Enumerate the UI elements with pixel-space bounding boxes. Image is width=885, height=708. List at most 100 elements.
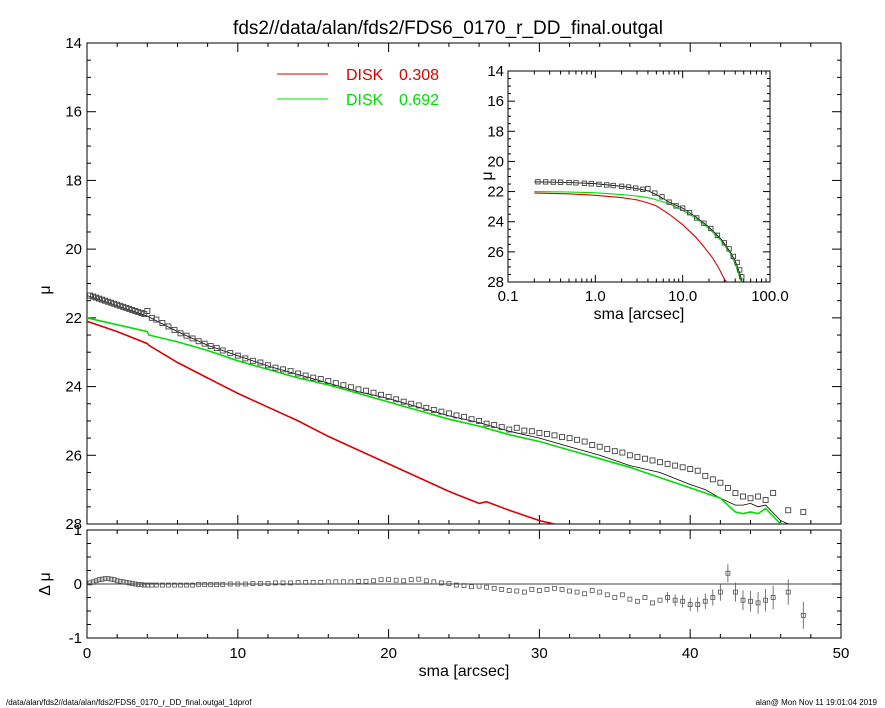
residual-point (129, 581, 135, 586)
inset-data-point (737, 267, 743, 273)
residual-point (348, 579, 354, 585)
main-plot: 14 16 18 20 22 24 26 28 μ DISK 0.308 DISK 0.692 (37, 35, 842, 533)
residual-point (612, 595, 618, 600)
inset-data-point (659, 194, 665, 200)
data-point (445, 410, 452, 417)
data-point (177, 330, 184, 337)
inset-y-tick-label: 14 (487, 63, 504, 80)
data-point (90, 293, 96, 300)
residual-point (619, 592, 625, 598)
residual-point (559, 587, 565, 592)
residual-y-axis-label: Δ μ (37, 572, 54, 595)
data-point (242, 355, 249, 362)
data-point (213, 345, 220, 352)
inset-data-point (694, 215, 700, 221)
data-point (491, 422, 498, 429)
data-point (87, 292, 93, 299)
legend-value-0: 0.308 (399, 67, 439, 84)
residual-point (93, 578, 99, 584)
inset-plot-area (534, 179, 745, 282)
inset-y-tick-label: 24 (487, 214, 504, 231)
residual-point (340, 579, 346, 585)
residual-point (172, 582, 177, 588)
residual-point (499, 587, 505, 592)
data-point (201, 340, 208, 347)
data-point (543, 431, 550, 437)
data-point (596, 443, 603, 450)
data-point (132, 308, 139, 314)
data-point (724, 484, 731, 491)
data-point (141, 311, 148, 318)
residual-point (318, 579, 324, 585)
data-point (370, 389, 377, 396)
residual-point (87, 580, 93, 586)
inset-data-point (730, 253, 736, 260)
inset-data-point (721, 240, 727, 246)
residual-point (627, 596, 633, 602)
residual-point (506, 588, 512, 593)
residual-point (123, 579, 129, 585)
inset-data-point (596, 181, 602, 187)
data-point (476, 417, 483, 424)
x-tick-label: 0 (83, 645, 91, 662)
inset-data-point (535, 179, 541, 185)
inset-data-point (543, 179, 549, 185)
data-point (111, 300, 118, 307)
data-point (332, 380, 339, 387)
y-tick-label: -1 (69, 630, 82, 647)
residual-point (672, 597, 678, 603)
data-point (770, 490, 777, 497)
data-point (234, 352, 241, 359)
y-tick-label: 0 (74, 576, 82, 593)
inset-y-tick-label: 28 (487, 274, 504, 291)
data-point (679, 464, 686, 471)
data-point (649, 457, 656, 464)
inset-x-tick-label: 0.1 (498, 288, 519, 305)
inset-data-point (610, 182, 616, 189)
inset-data-point (588, 181, 594, 187)
inset-background (448, 61, 820, 327)
residual-point (184, 582, 189, 588)
residual-point (196, 582, 201, 587)
inset-data-point (726, 246, 732, 252)
data-point (195, 338, 202, 345)
data-point (717, 479, 724, 486)
inset-y-axis-label: μ (479, 171, 496, 180)
residual-point (325, 579, 331, 585)
residual-point (208, 582, 214, 587)
data-point (378, 391, 385, 398)
residual-point (665, 595, 670, 600)
residual-point (166, 582, 171, 588)
data-point (506, 426, 513, 433)
residual-point (149, 582, 155, 588)
data-point (755, 493, 762, 500)
legend-value-1: 0.692 (399, 92, 439, 109)
data-point (574, 436, 581, 443)
data-point (165, 323, 172, 330)
data-point (687, 466, 694, 472)
inset-x-tick-label: 10.0 (668, 288, 697, 305)
residual-point (178, 582, 183, 588)
residual-point (111, 577, 117, 583)
residual-point (740, 597, 746, 603)
inset-y-tick-label: 22 (487, 184, 504, 201)
inset-data-point (573, 180, 579, 186)
inset-data-point (550, 179, 556, 185)
residual-point (132, 581, 138, 587)
residual-point (582, 591, 588, 597)
data-point (762, 497, 769, 503)
data-point (393, 396, 400, 403)
data-point (536, 430, 543, 436)
data-point (135, 309, 142, 315)
residual-point (461, 583, 467, 589)
data-point (709, 476, 716, 483)
residual-point (800, 612, 806, 618)
data-point (325, 378, 332, 385)
x-tick-label: 30 (531, 645, 548, 662)
residual-point (141, 582, 147, 588)
residual-point (589, 588, 595, 593)
inset-data-point (652, 190, 658, 196)
data-point (129, 307, 136, 313)
data-point (694, 467, 701, 474)
